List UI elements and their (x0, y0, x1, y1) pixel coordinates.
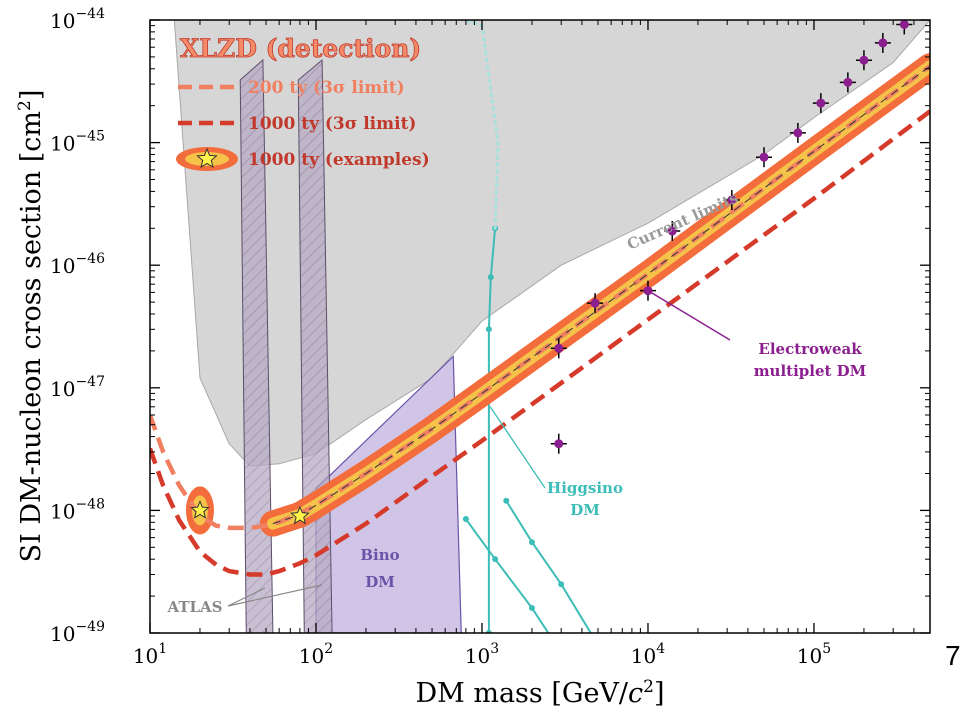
atlas-pointer (227, 584, 323, 607)
limit-curve (150, 109, 930, 577)
example-star (196, 147, 218, 169)
higgsino-point (503, 497, 510, 504)
electroweak-label-line1: Electroweak (758, 340, 862, 358)
plot-frame (149, 19, 931, 634)
higgsino-point (528, 604, 535, 611)
electroweak-point (759, 152, 769, 162)
y-tick-label: 10−46 (50, 251, 105, 278)
higgsino-point (462, 516, 469, 523)
electroweak-point (554, 343, 564, 353)
x-tick-label: 105 (797, 641, 831, 668)
electroweak-point (843, 77, 853, 87)
plot-area (150, 20, 930, 673)
electroweak-pointer (647, 290, 731, 341)
higgsino-point (528, 539, 535, 546)
electroweak-point (816, 98, 826, 108)
legend-label: 1000 ty (examples) (248, 150, 430, 170)
higgsino-label-line1: Higgsino (547, 479, 623, 497)
legend-label: 200 ty (3σ limit) (248, 78, 405, 98)
electroweak-point (727, 195, 737, 205)
higgsino-point (558, 581, 565, 588)
example-star (190, 500, 210, 519)
legend: XLZD (detection) 200 ty (3σ limit) 1000 ty… (176, 34, 430, 171)
x-tick-label: 103 (465, 641, 499, 668)
example-star (290, 505, 310, 525)
y-tick-label: 10−49 (50, 619, 105, 646)
higgsino-label-line2: DM (570, 501, 600, 519)
higgsino-pointer (489, 406, 546, 489)
higgsino-point (595, 642, 601, 648)
atlas-pointer (227, 587, 266, 607)
x-axis-label: DM mass [GeV/c2] (415, 677, 664, 709)
x-tick-label: 104 (631, 641, 665, 668)
y-tick-label: 10−48 (50, 496, 105, 523)
electroweak-point (899, 20, 909, 29)
example-center-line (272, 65, 930, 525)
legend-label: 1000 ty (3σ limit) (248, 114, 416, 134)
y-tick-label: 10−44 (50, 6, 105, 33)
electroweak-label-line2: multiplet DM (754, 362, 867, 380)
y-tick-label: 10−47 (50, 374, 105, 401)
higgsino-point (492, 556, 499, 563)
higgsino-point (569, 667, 575, 673)
higgsino-curve (487, 228, 497, 633)
electroweak-point (793, 128, 803, 138)
electroweak-point (859, 55, 869, 65)
electroweak-point (590, 298, 600, 308)
page-number: 7 (945, 640, 960, 671)
higgsino-point (487, 274, 494, 281)
bino-label-line1: Bino (360, 546, 399, 564)
y-tick-label: 10−45 (50, 129, 105, 156)
electroweak-point (667, 226, 677, 236)
current-limits-region (173, 20, 930, 467)
electroweak-point (878, 38, 888, 48)
higgsino-dotted-curve (462, 20, 500, 230)
higgsino-curve (465, 518, 550, 633)
higgsino-point (485, 326, 492, 333)
y-axis-label: SI DM-nucleon cross section [cm2] (15, 90, 47, 563)
atlas-region (239, 58, 274, 633)
electroweak-point (554, 439, 564, 449)
legend-title: XLZD (detection) (180, 34, 421, 63)
atlas-label: ATLAS (167, 598, 223, 616)
x-tick-label: 101 (133, 641, 167, 668)
bino-label-line2: DM (365, 573, 395, 591)
x-tick-label: 102 (299, 641, 333, 668)
